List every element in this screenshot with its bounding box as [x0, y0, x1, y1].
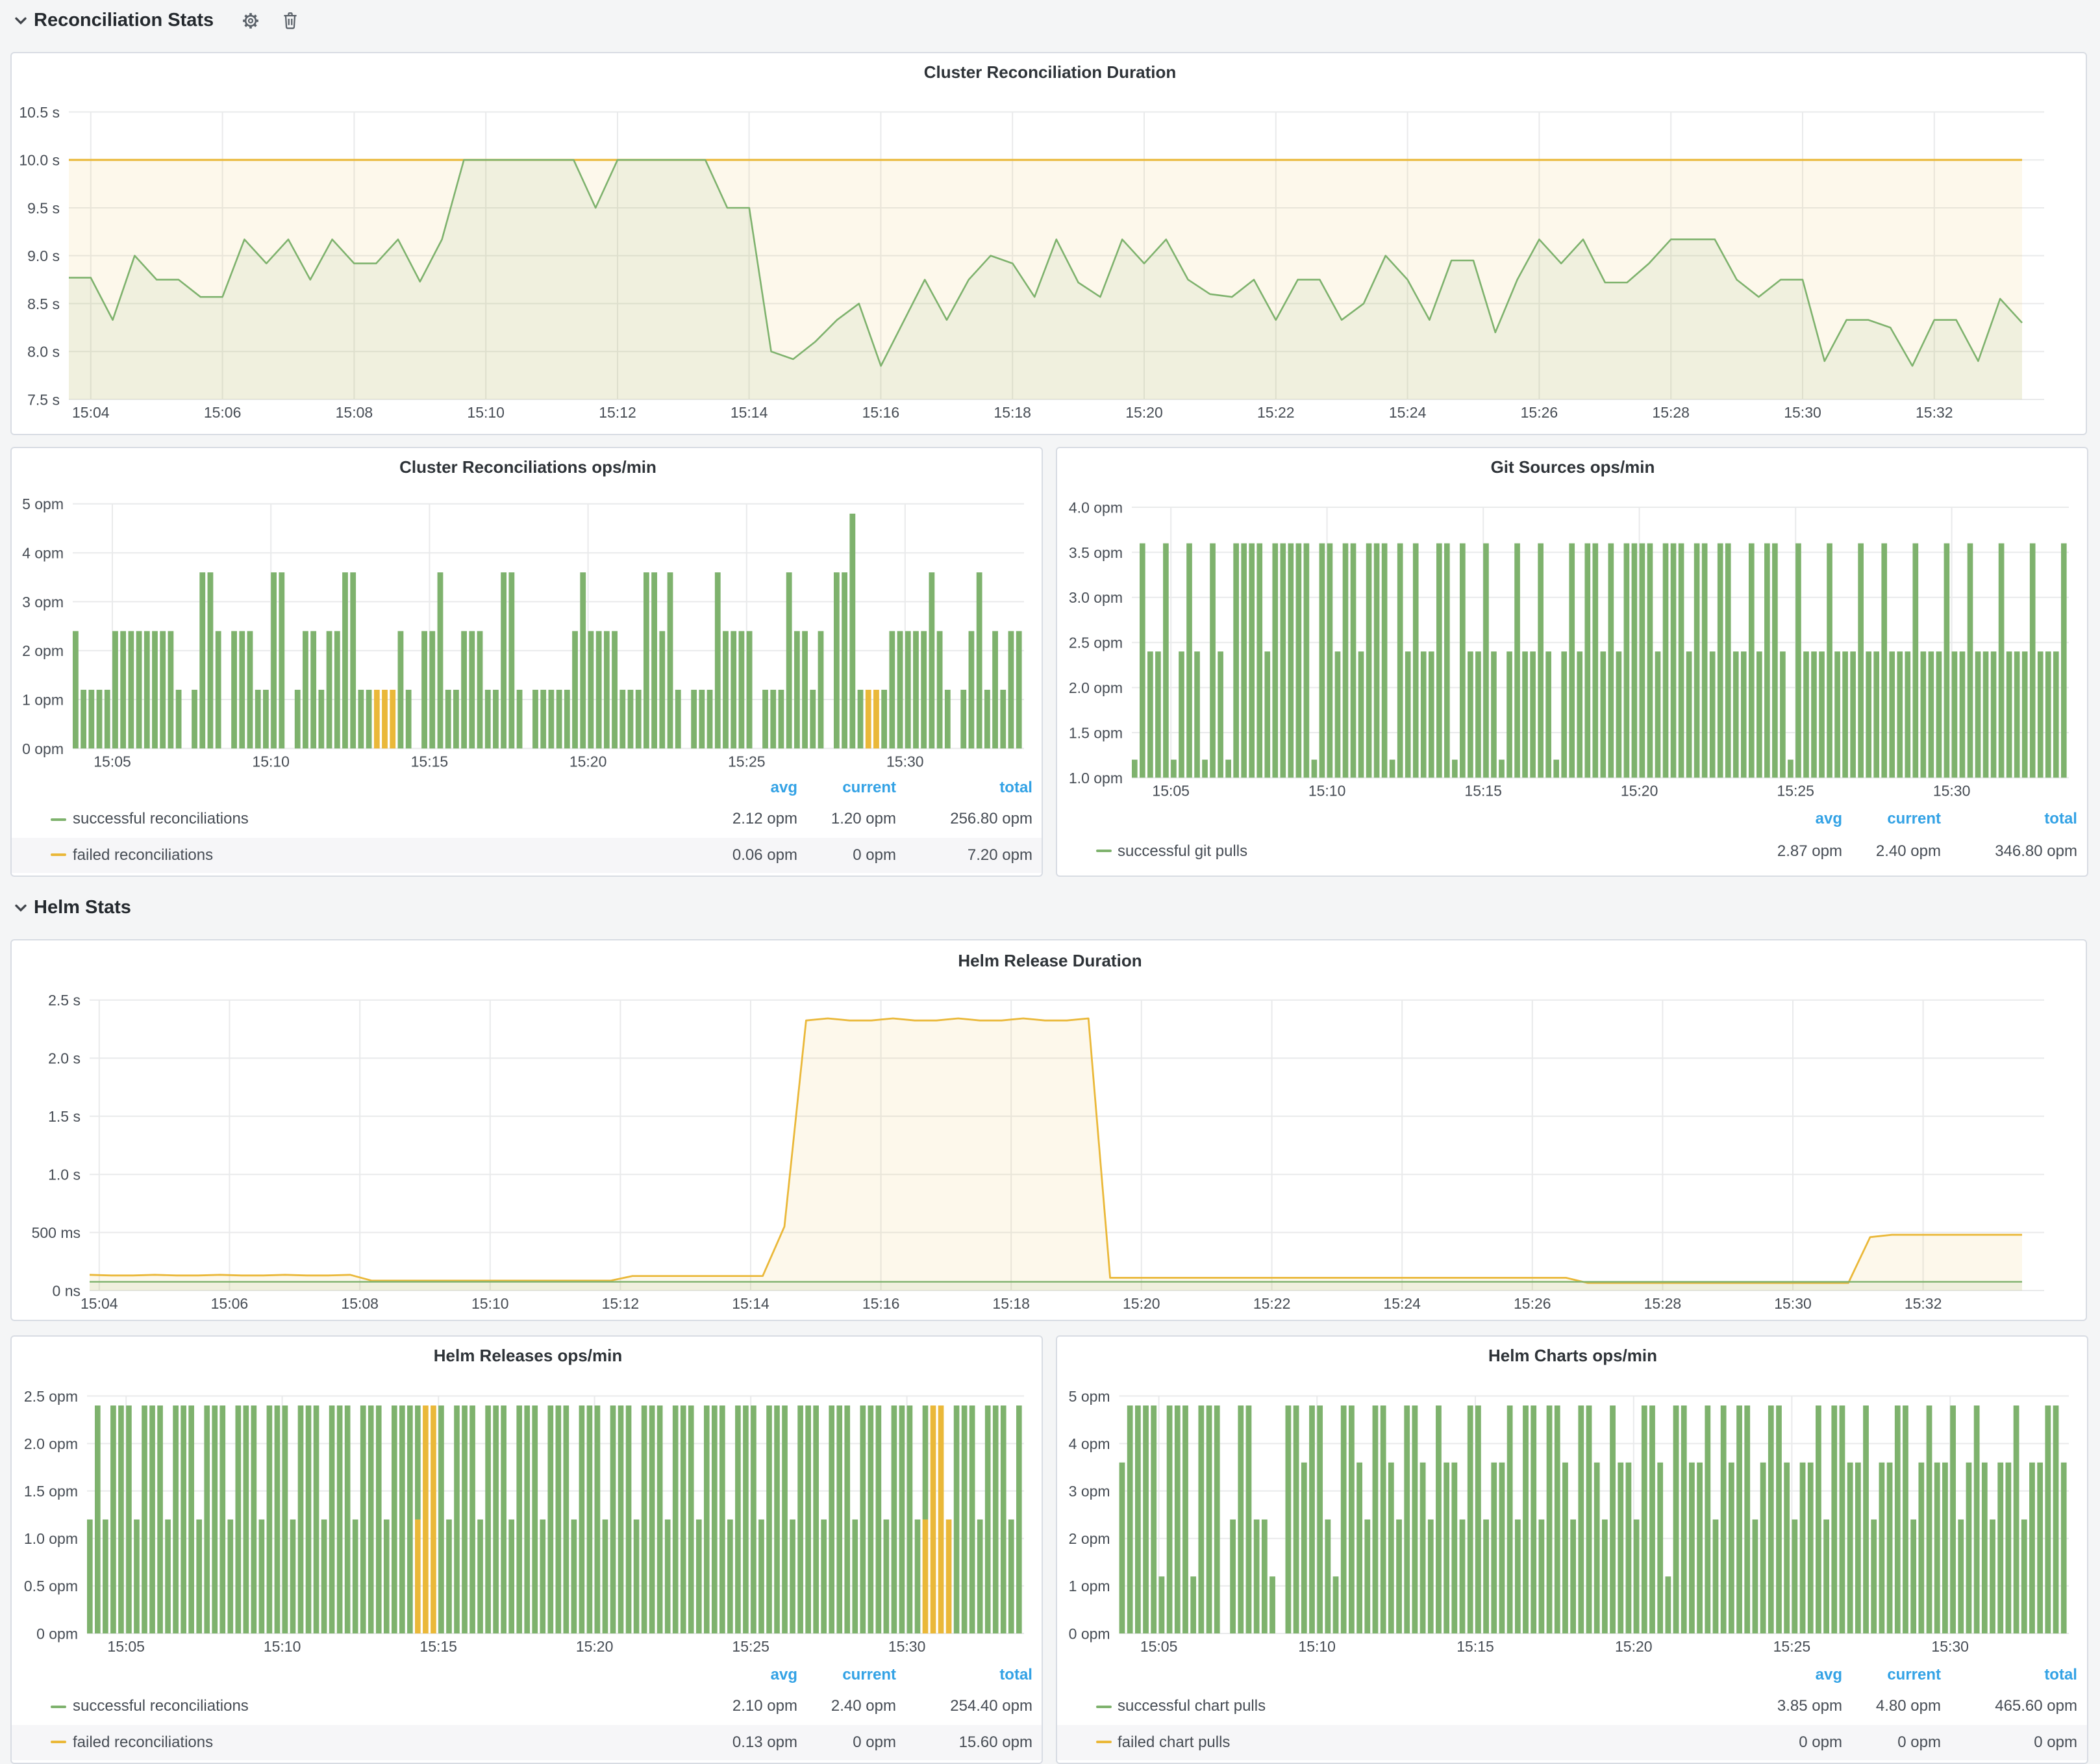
svg-text:0 opm: 0 opm: [1068, 1624, 1110, 1641]
svg-text:0 ns: 0 ns: [53, 1282, 81, 1299]
svg-text:15:28: 15:28: [1652, 403, 1690, 420]
svg-text:2.5 s: 2.5 s: [48, 992, 81, 1009]
svg-text:4 opm: 4 opm: [1068, 1435, 1110, 1452]
svg-text:1.5 s: 1.5 s: [48, 1108, 81, 1125]
svg-text:10.5 s: 10.5 s: [19, 103, 60, 120]
svg-text:15:30: 15:30: [888, 1637, 926, 1654]
svg-text:15:20: 15:20: [576, 1637, 614, 1654]
svg-text:15:10: 15:10: [467, 403, 505, 420]
svg-text:15:24: 15:24: [1383, 1295, 1421, 1312]
svg-text:15:10: 15:10: [252, 752, 290, 769]
svg-text:2.0 opm: 2.0 opm: [1068, 679, 1122, 696]
svg-text:15:05: 15:05: [1140, 1637, 1177, 1654]
svg-text:1.0 opm: 1.0 opm: [24, 1530, 78, 1546]
svg-text:9.0 s: 9.0 s: [27, 247, 60, 264]
svg-text:15:18: 15:18: [994, 403, 1031, 420]
svg-text:7.5 s: 7.5 s: [27, 390, 60, 407]
svg-text:0.5 opm: 0.5 opm: [24, 1577, 78, 1594]
svg-text:15:04: 15:04: [72, 403, 110, 420]
svg-text:15:15: 15:15: [419, 1637, 457, 1654]
svg-text:15:28: 15:28: [1644, 1295, 1682, 1312]
svg-text:4.0 opm: 4.0 opm: [1068, 498, 1122, 515]
svg-text:1 opm: 1 opm: [1068, 1577, 1110, 1594]
svg-text:15:22: 15:22: [1257, 403, 1295, 420]
svg-text:5 opm: 5 opm: [22, 495, 64, 512]
svg-text:500 ms: 500 ms: [32, 1224, 81, 1241]
svg-text:15:15: 15:15: [1464, 781, 1501, 798]
svg-text:15:05: 15:05: [1151, 781, 1189, 798]
svg-text:0 opm: 0 opm: [36, 1624, 78, 1641]
svg-text:4 opm: 4 opm: [22, 544, 64, 561]
svg-text:15:18: 15:18: [992, 1295, 1030, 1312]
svg-text:15:08: 15:08: [336, 403, 373, 420]
svg-text:15:20: 15:20: [1614, 1637, 1652, 1654]
svg-text:1.0 opm: 1.0 opm: [1068, 769, 1122, 786]
svg-text:15:15: 15:15: [411, 752, 449, 769]
svg-text:15:16: 15:16: [862, 403, 900, 420]
svg-text:8.5 s: 8.5 s: [27, 295, 60, 312]
svg-text:15:06: 15:06: [211, 1295, 249, 1312]
svg-text:15:10: 15:10: [1297, 1637, 1335, 1654]
svg-text:15:26: 15:26: [1521, 403, 1558, 420]
svg-text:15:30: 15:30: [1931, 1637, 1968, 1654]
svg-text:15:12: 15:12: [599, 403, 636, 420]
svg-text:15:25: 15:25: [732, 1637, 769, 1654]
svg-text:3.0 opm: 3.0 opm: [1068, 588, 1122, 605]
svg-text:3.5 opm: 3.5 opm: [1068, 544, 1122, 561]
svg-text:15:10: 15:10: [1308, 781, 1345, 798]
svg-text:15:30: 15:30: [1774, 1295, 1812, 1312]
svg-text:15:20: 15:20: [1620, 781, 1658, 798]
svg-text:5 opm: 5 opm: [1068, 1387, 1110, 1404]
svg-text:15:14: 15:14: [731, 403, 768, 420]
svg-text:1.5 opm: 1.5 opm: [1068, 724, 1122, 740]
svg-text:15:25: 15:25: [1773, 1637, 1810, 1654]
svg-text:1.5 opm: 1.5 opm: [24, 1482, 78, 1499]
svg-text:1.0 s: 1.0 s: [48, 1166, 81, 1183]
svg-text:15:32: 15:32: [1905, 1295, 1942, 1312]
svg-text:15:32: 15:32: [1916, 403, 1953, 420]
svg-text:9.5 s: 9.5 s: [27, 199, 60, 216]
svg-text:15:04: 15:04: [81, 1295, 118, 1312]
svg-text:2.5 opm: 2.5 opm: [24, 1387, 78, 1404]
svg-text:15:10: 15:10: [471, 1295, 509, 1312]
svg-text:2.0 s: 2.0 s: [48, 1050, 81, 1067]
svg-text:15:15: 15:15: [1456, 1637, 1494, 1654]
svg-text:15:16: 15:16: [862, 1295, 900, 1312]
svg-text:15:24: 15:24: [1389, 403, 1427, 420]
svg-text:15:06: 15:06: [204, 403, 242, 420]
svg-text:15:14: 15:14: [732, 1295, 769, 1312]
svg-text:2 opm: 2 opm: [1068, 1530, 1110, 1546]
svg-text:15:22: 15:22: [1253, 1295, 1291, 1312]
svg-text:15:20: 15:20: [1125, 403, 1163, 420]
svg-text:15:25: 15:25: [1776, 781, 1814, 798]
svg-text:3 opm: 3 opm: [1068, 1482, 1110, 1499]
svg-text:0 opm: 0 opm: [22, 740, 64, 757]
svg-text:15:08: 15:08: [341, 1295, 379, 1312]
svg-text:15:10: 15:10: [264, 1637, 301, 1654]
svg-text:15:05: 15:05: [107, 1637, 145, 1654]
svg-text:8.0 s: 8.0 s: [27, 343, 60, 360]
svg-text:3 opm: 3 opm: [22, 593, 64, 610]
svg-text:15:26: 15:26: [1514, 1295, 1551, 1312]
svg-text:15:30: 15:30: [1784, 403, 1821, 420]
svg-text:15:20: 15:20: [569, 752, 607, 769]
svg-text:2.0 opm: 2.0 opm: [24, 1435, 78, 1452]
svg-text:15:30: 15:30: [886, 752, 924, 769]
svg-text:10.0 s: 10.0 s: [19, 151, 60, 168]
svg-text:2.5 opm: 2.5 opm: [1068, 634, 1122, 651]
svg-text:15:25: 15:25: [728, 752, 766, 769]
svg-text:15:30: 15:30: [1932, 781, 1970, 798]
svg-text:2 opm: 2 opm: [22, 642, 64, 659]
svg-text:15:05: 15:05: [94, 752, 131, 769]
svg-text:15:12: 15:12: [602, 1295, 640, 1312]
svg-text:1 opm: 1 opm: [22, 690, 64, 707]
svg-text:15:20: 15:20: [1123, 1295, 1160, 1312]
